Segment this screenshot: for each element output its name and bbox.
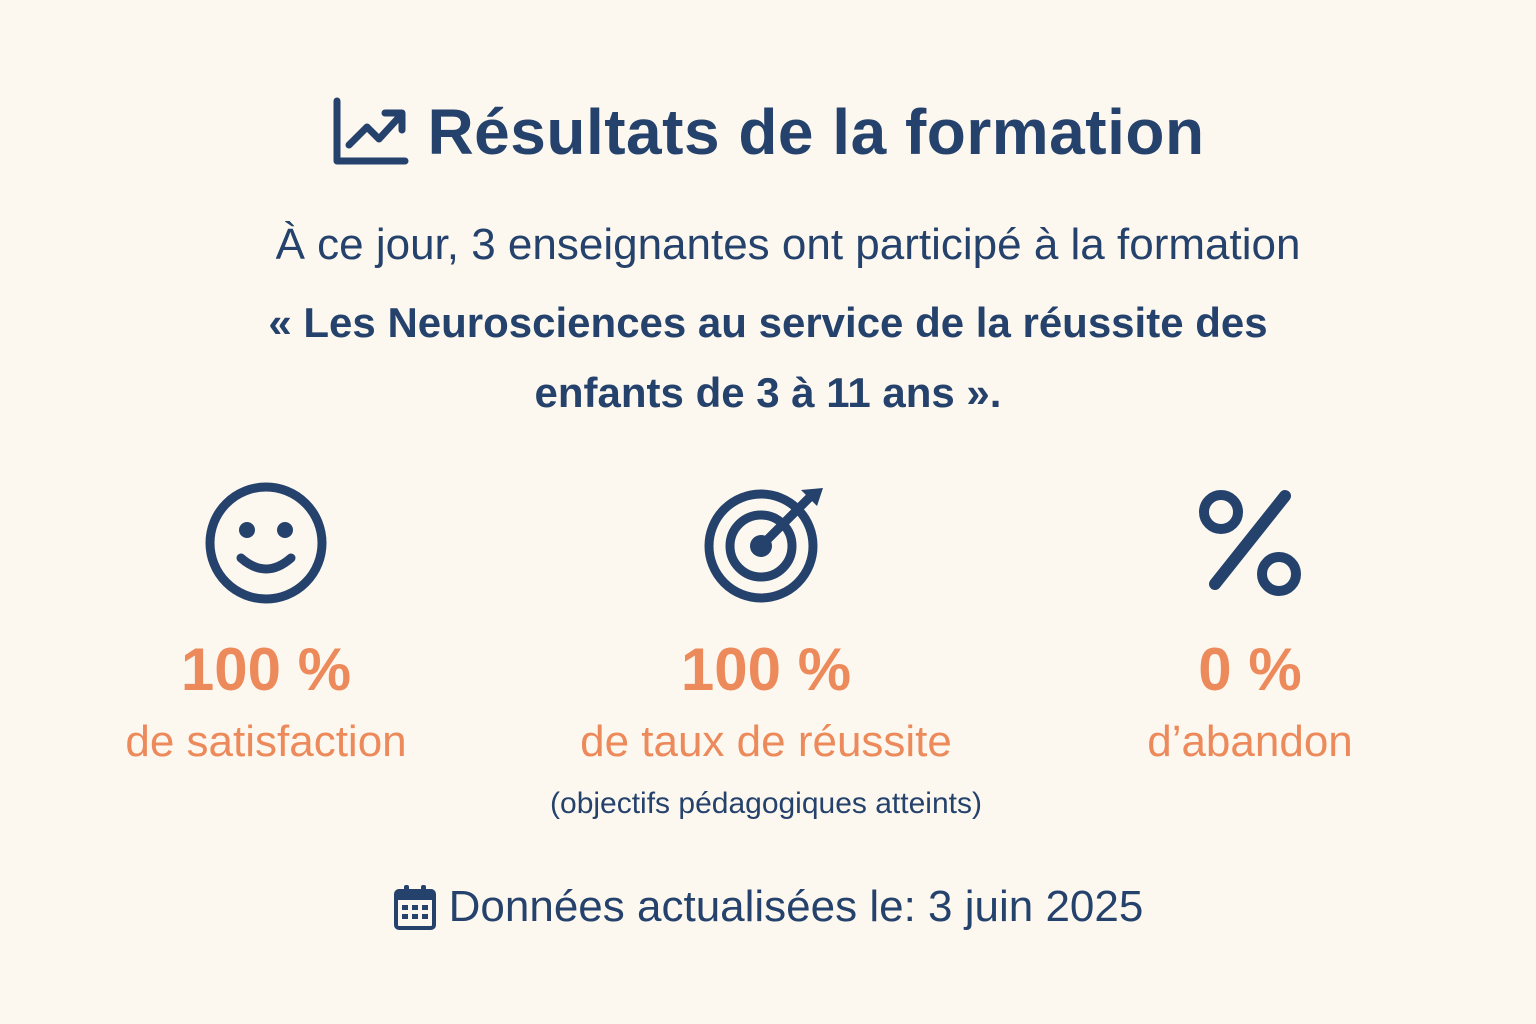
stat-satisfaction: 100 % de satisfaction — [26, 478, 506, 768]
stat-value: 100 % — [680, 636, 852, 703]
percent-icon — [1185, 478, 1315, 608]
intro-text: À ce jour, 3 enseignantes ont participé … — [275, 220, 1301, 269]
stat-value: 0 % — [1198, 636, 1302, 703]
course-title: « Les Neurosciences au service de la réu… — [268, 299, 1268, 416]
update-date: Données actualisées le: 3 juin 2025 — [0, 882, 1536, 932]
page-header: Résultats de la formation — [0, 92, 1536, 172]
page-title: Résultats de la formation — [427, 96, 1205, 168]
smiley-icon — [201, 478, 331, 608]
stat-dropout: 0 % d’abandon — [1010, 478, 1490, 768]
stat-success-rate: 100 % de taux de réussite (objectifs péd… — [526, 478, 1006, 822]
stat-label: de satisfaction — [125, 717, 407, 766]
calendar-icon — [393, 883, 437, 931]
stat-label: de taux de réussite — [580, 717, 952, 766]
target-icon — [701, 478, 831, 608]
stat-value: 100 % — [180, 636, 352, 703]
trend-chart-icon — [331, 97, 409, 167]
stat-label: d’abandon — [1147, 717, 1353, 766]
stat-note: (objectifs pédagogiques atteints) — [550, 787, 982, 820]
update-date-text: Données actualisées le: 3 juin 2025 — [448, 882, 1144, 931]
